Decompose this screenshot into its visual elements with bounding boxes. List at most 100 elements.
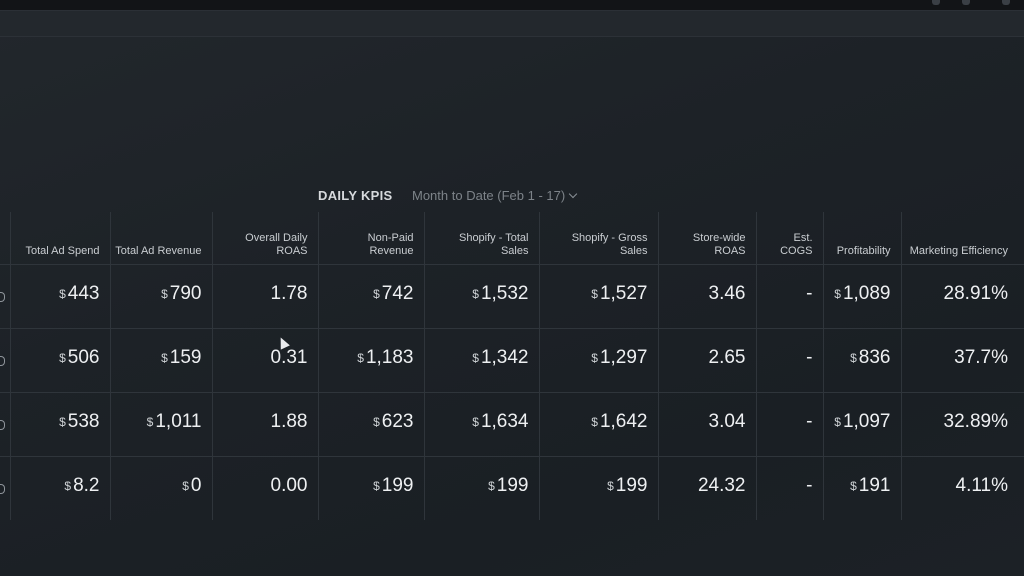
column-header[interactable]: Profitability (823, 212, 902, 265)
row-stub (0, 328, 11, 393)
overall-daily-roas-cell: 1.88 (212, 392, 319, 457)
cell-value: 1,089 (842, 282, 891, 304)
window-control-icon[interactable] (1002, 0, 1010, 5)
shopify-total-sales-cell: $1,532 (424, 264, 540, 329)
marketing-efficiency-cell: 28.91% (901, 264, 1024, 329)
total-ad-spend-cell: $8.2 (10, 456, 111, 520)
cell-value: 1,342 (480, 346, 529, 368)
currency-symbol: $ (488, 478, 495, 493)
currency-symbol: $ (59, 286, 66, 301)
row-stub (0, 456, 11, 520)
cell-value: 1,011 (155, 410, 202, 432)
cell-value: - (806, 410, 813, 432)
column-header[interactable]: Total Ad Revenue (110, 212, 213, 265)
currency-symbol: $ (834, 414, 841, 429)
marketing-efficiency-cell: 4.11% (901, 456, 1024, 520)
cell-value: 4.11% (955, 474, 1008, 496)
store-wide-roas-cell: 24.32 (658, 456, 757, 520)
total-ad-revenue-cell: $0 (110, 456, 213, 520)
non-paid-revenue-cell: $742 (318, 264, 425, 329)
currency-symbol: $ (591, 414, 598, 429)
column-header[interactable]: Shopify - Gross Sales (539, 212, 659, 265)
currency-symbol: $ (850, 478, 857, 493)
cell-value: 159 (169, 346, 202, 368)
cell-value: 1,532 (480, 282, 529, 304)
currency-symbol: $ (472, 350, 479, 365)
cell-value: 3.04 (708, 410, 746, 432)
total-ad-spend-cell: $538 (10, 392, 111, 457)
profitability-cell: $191 (823, 456, 902, 520)
table-row[interactable]: $443 $790 1.78 $742 $1,532 $1,527 3.46- $1,089 2… (0, 264, 1024, 329)
currency-symbol: $ (373, 286, 380, 301)
cell-value: 0 (190, 474, 202, 496)
cell-value: - (806, 346, 813, 368)
window-control-icon[interactable] (932, 0, 940, 5)
window-control-icon[interactable] (962, 0, 970, 5)
cell-value: 191 (858, 474, 891, 496)
shopify-gross-sales-cell: $1,297 (539, 328, 659, 393)
cell-value: 32.89% (943, 410, 1008, 432)
est-cogs-cell: - (756, 264, 824, 329)
total-ad-revenue-cell: $790 (110, 264, 213, 329)
marketing-efficiency-cell: 32.89% (901, 392, 1024, 457)
shopify-gross-sales-cell: $1,527 (539, 264, 659, 329)
currency-symbol: $ (591, 350, 598, 365)
overall-daily-roas-cell: 0.00 (212, 456, 319, 520)
column-header[interactable]: Non-Paid Revenue (318, 212, 425, 265)
column-header[interactable]: Marketing Efficiency (909, 245, 1008, 257)
currency-symbol: $ (59, 350, 66, 365)
profitability-cell: $1,089 (823, 264, 902, 329)
column-header[interactable]: Store-wide ROAS (658, 212, 757, 265)
cell-value: 3.46 (708, 282, 746, 304)
cell-value: 1,183 (365, 346, 414, 368)
date-range-select[interactable]: Month to Date (Feb 1 - 17) (412, 188, 578, 203)
est-cogs-cell: - (756, 328, 824, 393)
row-stub-header (0, 212, 11, 265)
profitability-cell: $836 (823, 328, 902, 393)
table-row[interactable]: $538 $1,011 1.88 $623 $1,634 $1,642 3.04- $1,09… (0, 392, 1024, 457)
total-ad-spend-cell: $443 (10, 264, 111, 329)
cell-value: 199 (496, 474, 529, 496)
app-toolbar (0, 11, 1024, 37)
column-header[interactable]: Total Ad Spend (10, 212, 111, 265)
cell-value: 24.32 (697, 474, 746, 496)
cell-value: 1,642 (599, 410, 648, 432)
row-marker-icon (0, 483, 5, 494)
row-stub (0, 264, 11, 329)
non-paid-revenue-cell: $1,183 (318, 328, 425, 393)
table-row[interactable]: $506 $159 0.31 $1,183 $1,342 $1,297 2.65- $836 3… (0, 328, 1024, 393)
est-cogs-cell: - (756, 456, 824, 520)
daily-kpi-table: Total Ad Spend Total Ad Revenue Overall … (0, 212, 1024, 520)
cell-value: 836 (858, 346, 891, 368)
currency-symbol: $ (59, 414, 66, 429)
cell-value: 538 (67, 410, 100, 432)
cell-value: 199 (615, 474, 648, 496)
row-marker-icon (0, 419, 5, 430)
shopify-total-sales-cell: $1,634 (424, 392, 540, 457)
chevron-down-icon (568, 189, 578, 199)
currency-symbol: $ (472, 286, 479, 301)
currency-symbol: $ (834, 286, 841, 301)
cell-value: 1,297 (599, 346, 648, 368)
browser-top-bar (0, 0, 1024, 11)
row-stub (0, 392, 11, 457)
panel-title: DAILY KPIS (318, 188, 393, 203)
cell-value: 1.88 (270, 410, 308, 432)
cell-value: 8.2 (73, 474, 100, 496)
table-row[interactable]: $8.2 $0 0.00 $199 $199 $199 24.32- $191 4.11% (0, 456, 1024, 520)
currency-symbol: $ (591, 286, 598, 301)
table-header-row: Total Ad Spend Total Ad Revenue Overall … (0, 212, 1024, 265)
currency-symbol: $ (357, 350, 364, 365)
cell-value: 2.65 (708, 346, 746, 368)
store-wide-roas-cell: 3.04 (658, 392, 757, 457)
column-header[interactable]: Shopify - Total Sales (424, 212, 540, 265)
total-ad-revenue-cell: $159 (110, 328, 213, 393)
cell-value: 1,527 (599, 282, 648, 304)
shopify-gross-sales-cell: $199 (539, 456, 659, 520)
column-header[interactable]: Overall Daily ROAS (212, 212, 319, 265)
cell-value: 623 (381, 410, 414, 432)
column-header[interactable]: Est. COGS (756, 212, 824, 265)
currency-symbol: $ (607, 478, 614, 493)
marketing-efficiency-cell: 37.7% (901, 328, 1024, 393)
cell-value: 790 (169, 282, 202, 304)
